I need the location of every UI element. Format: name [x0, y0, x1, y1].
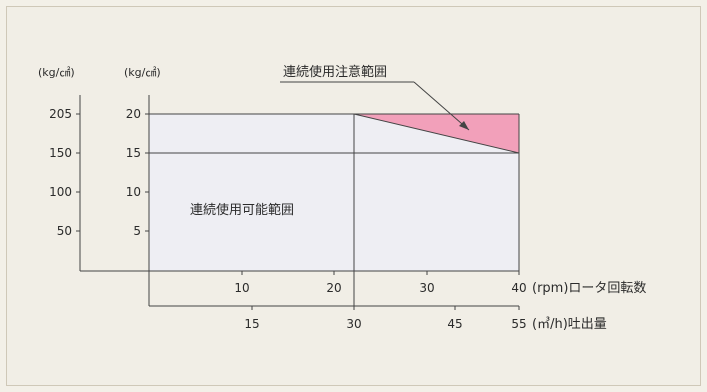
outer-y-unit-label: (kg/㎠) — [38, 66, 75, 79]
caution-leader-line — [413, 81, 470, 131]
flow-tick-label-30: 30 — [346, 317, 361, 331]
rpm-tick-label-40: 40 — [511, 281, 526, 295]
flow-tick-label-15: 15 — [244, 317, 259, 331]
rpm-axis-unit-label: (rpm)ロータ回転数 — [532, 281, 646, 296]
rpm-tick-label-10: 10 — [234, 281, 249, 295]
inner-y-unit-label: (kg/㎠) — [124, 66, 161, 79]
outer-y-tick-label-150: 150 — [49, 146, 72, 160]
rpm-tick-label-20: 20 — [326, 281, 341, 295]
outer-y-tick-label-100: 100 — [49, 185, 72, 199]
inner-y-tick-label-20: 20 — [126, 107, 141, 121]
flow-tick-label-55: 55 — [511, 317, 526, 331]
flow-tick-label-45: 45 — [447, 317, 462, 331]
inner-y-tick-label-15: 15 — [126, 146, 141, 160]
rpm-x-ticks — [241, 271, 520, 275]
caution-region-label: 連続使用注意範囲 — [283, 64, 387, 80]
continuous-use-region — [149, 114, 519, 271]
inner-y-tick-label-5: 5 — [133, 224, 141, 238]
outer-y-tick-label-205: 205 — [49, 107, 72, 121]
continuous-region-label: 連続使用可能範囲 — [190, 202, 294, 218]
flow-x-ticks — [251, 306, 520, 310]
rpm-tick-label-30: 30 — [419, 281, 434, 295]
caution-boundary-line — [353, 113, 520, 154]
inner-y-ticks — [145, 113, 149, 232]
outer-y-ticks — [76, 113, 80, 232]
outer-y-tick-label-50: 50 — [57, 224, 72, 238]
inner-y-tick-label-10: 10 — [126, 185, 141, 199]
caution-leader-arrowhead — [459, 121, 469, 130]
flow-axis-unit-label: (㎥/h)吐出量 — [532, 317, 607, 332]
